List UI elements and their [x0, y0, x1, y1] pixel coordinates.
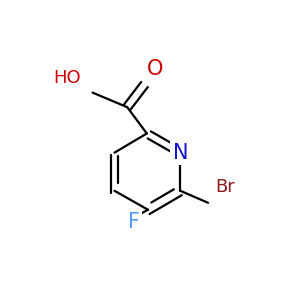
Text: Br: Br — [215, 178, 235, 196]
Text: F: F — [128, 212, 140, 232]
Text: HO: HO — [53, 69, 81, 87]
Text: N: N — [172, 143, 188, 163]
Text: O: O — [147, 59, 163, 80]
